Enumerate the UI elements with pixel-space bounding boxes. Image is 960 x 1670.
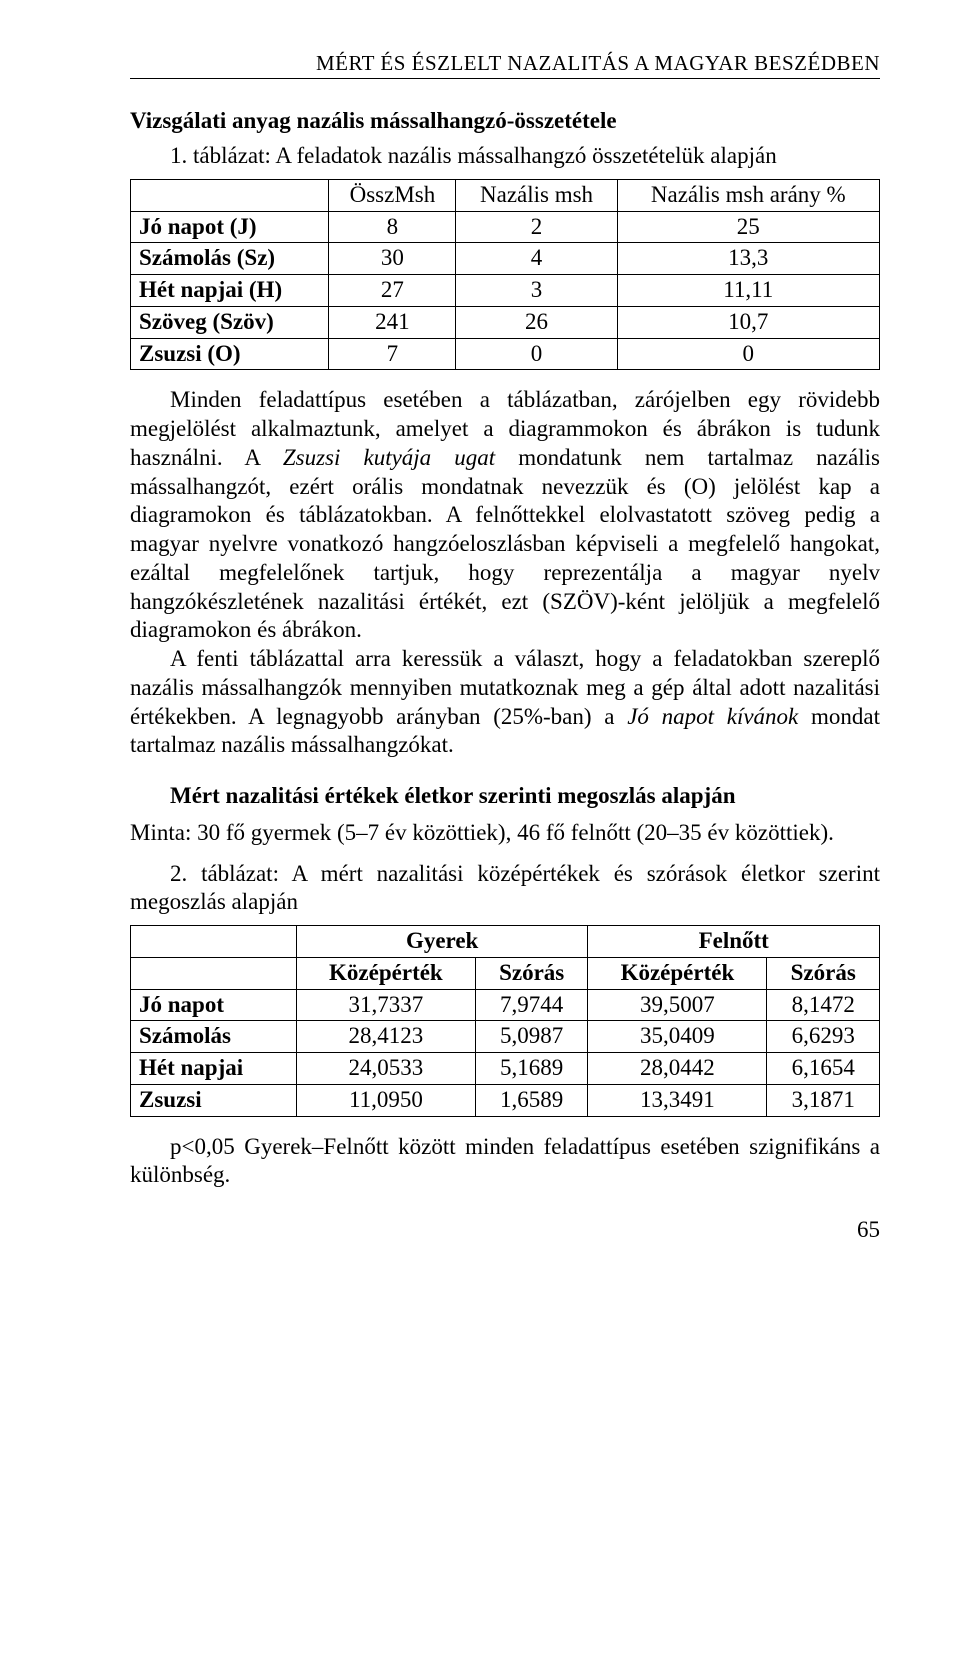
t1-cell: 8 — [329, 211, 456, 243]
table1-caption: 1. táblázat: A feladatok nazális mássalh… — [130, 142, 880, 171]
t2-cell: 5,0987 — [475, 1021, 588, 1053]
t2-sh3: Középérték — [588, 957, 767, 989]
t2-cell: 5,1689 — [475, 1053, 588, 1085]
t2-cell: 6,1654 — [767, 1053, 880, 1085]
t1-cell: 2 — [456, 211, 617, 243]
t1-cell: 30 — [329, 243, 456, 275]
t2-sh4: Szórás — [767, 957, 880, 989]
table-row: Szöveg (Szöv) 241 26 10,7 — [131, 306, 880, 338]
table1-h3: Nazális msh arány % — [617, 179, 879, 211]
t1-row-label: Zsuzsi (O) — [131, 338, 329, 370]
paragraph-1: Minden feladattípus esetében a táblázatb… — [130, 386, 880, 645]
sample-line: Minta: 30 fő gyermek (5–7 év közöttiek),… — [130, 819, 880, 848]
paragraph-2: A fenti táblázattal arra keressük a vála… — [130, 645, 880, 760]
t2-row-label: Jó napot — [131, 989, 297, 1021]
post-table2-note: p<0,05 Gyerek–Felnőtt között minden fela… — [130, 1133, 880, 1191]
t2-cell: 28,0442 — [588, 1053, 767, 1085]
t2-gh1: Gyerek — [296, 926, 588, 958]
t2-cell: 35,0409 — [588, 1021, 767, 1053]
table1: ÖsszMsh Nazális msh Nazális msh arány % … — [130, 179, 880, 371]
table2-caption: 2. táblázat: A mért nazalitási középérté… — [130, 860, 880, 918]
t1-cell: 0 — [617, 338, 879, 370]
t2-sh1: Középérték — [296, 957, 475, 989]
table-row: Zsuzsi (O) 7 0 0 — [131, 338, 880, 370]
t1-cell: 7 — [329, 338, 456, 370]
running-head: MÉRT ÉS ÉSZLELT NAZALITÁS A MAGYAR BESZÉ… — [130, 50, 880, 79]
table1-h0 — [131, 179, 329, 211]
t1-cell: 27 — [329, 275, 456, 307]
t2-gh2: Felnőtt — [588, 926, 880, 958]
t1-row-label: Jó napot (J) — [131, 211, 329, 243]
t2-cell: 8,1472 — [767, 989, 880, 1021]
t1-cell: 13,3 — [617, 243, 879, 275]
table-row: Jó napot (J) 8 2 25 — [131, 211, 880, 243]
t1-row-label: Számolás (Sz) — [131, 243, 329, 275]
t2-row-label: Zsuzsi — [131, 1084, 297, 1116]
t2-cell: 7,9744 — [475, 989, 588, 1021]
t2-cell: 6,6293 — [767, 1021, 880, 1053]
table1-h1: ÖsszMsh — [329, 179, 456, 211]
table-row: Zsuzsi 11,0950 1,6589 13,3491 3,1871 — [131, 1084, 880, 1116]
t1-cell: 11,11 — [617, 275, 879, 307]
t1-cell: 10,7 — [617, 306, 879, 338]
t1-cell: 4 — [456, 243, 617, 275]
table-row: Hét napjai (H) 27 3 11,11 — [131, 275, 880, 307]
t2-cell: 28,4123 — [296, 1021, 475, 1053]
t2-cell: 31,7337 — [296, 989, 475, 1021]
text: mondatunk nem tartalmaz nazális mássalha… — [130, 445, 880, 643]
t1-cell: 3 — [456, 275, 617, 307]
italic-text: Zsuzsi kutyája ugat — [283, 445, 495, 470]
t2-sh2: Szórás — [475, 957, 588, 989]
section-subtitle: Vizsgálati anyag nazális mássalhangzó-ös… — [130, 107, 880, 136]
t2-cell: 24,0533 — [296, 1053, 475, 1085]
table-row: Hét napjai 24,0533 5,1689 28,0442 6,1654 — [131, 1053, 880, 1085]
t2-row-label: Számolás — [131, 1021, 297, 1053]
table-row: Számolás (Sz) 30 4 13,3 — [131, 243, 880, 275]
t2-sh0 — [131, 957, 297, 989]
t1-row-label: Hét napjai (H) — [131, 275, 329, 307]
t2-cell: 1,6589 — [475, 1084, 588, 1116]
t2-cell: 3,1871 — [767, 1084, 880, 1116]
t2-cell: 39,5007 — [588, 989, 767, 1021]
table2: Gyerek Felnőtt Középérték Szórás Középér… — [130, 925, 880, 1117]
t1-row-label: Szöveg (Szöv) — [131, 306, 329, 338]
t1-cell: 241 — [329, 306, 456, 338]
t2-row-label: Hét napjai — [131, 1053, 297, 1085]
page-number: 65 — [130, 1216, 880, 1245]
t2-cell: 11,0950 — [296, 1084, 475, 1116]
italic-text: Jó napot kívánok — [627, 704, 798, 729]
t1-cell: 25 — [617, 211, 879, 243]
t1-cell: 0 — [456, 338, 617, 370]
section2-head: Mért nazalitási értékek életkor szerinti… — [130, 782, 880, 811]
table-row: Számolás 28,4123 5,0987 35,0409 6,6293 — [131, 1021, 880, 1053]
t2-gh0 — [131, 926, 297, 958]
table-row: Jó napot 31,7337 7,9744 39,5007 8,1472 — [131, 989, 880, 1021]
table1-h2: Nazális msh — [456, 179, 617, 211]
t2-cell: 13,3491 — [588, 1084, 767, 1116]
t1-cell: 26 — [456, 306, 617, 338]
